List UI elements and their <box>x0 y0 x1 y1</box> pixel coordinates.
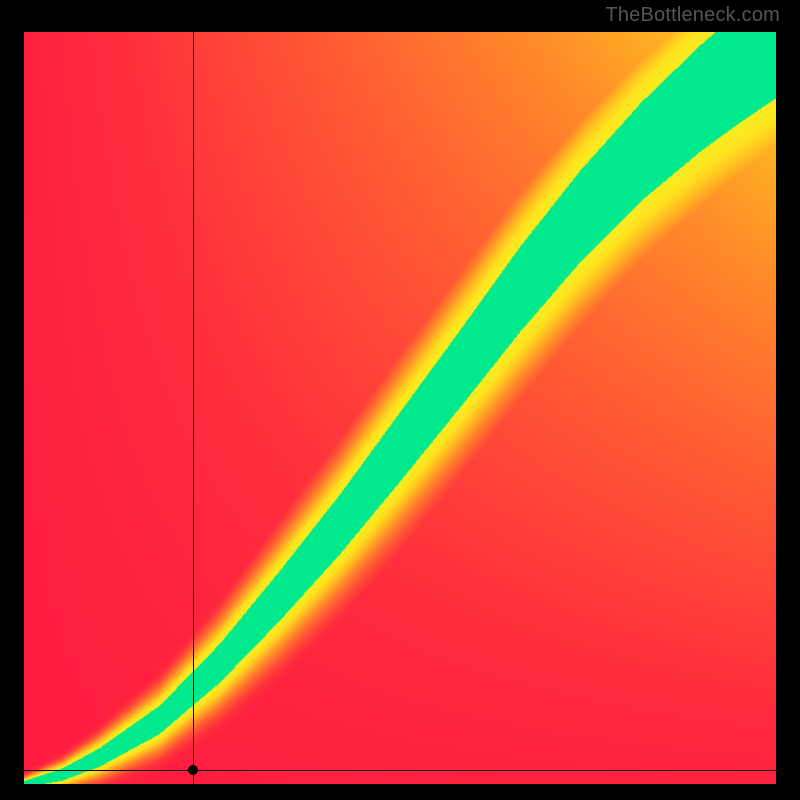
heatmap-canvas <box>24 32 776 784</box>
crosshair-horizontal <box>24 770 776 771</box>
chart-frame: TheBottleneck.com <box>0 0 800 800</box>
watermark-text: TheBottleneck.com <box>605 4 780 27</box>
crosshair-vertical <box>193 32 194 784</box>
heatmap-plot <box>24 32 776 784</box>
